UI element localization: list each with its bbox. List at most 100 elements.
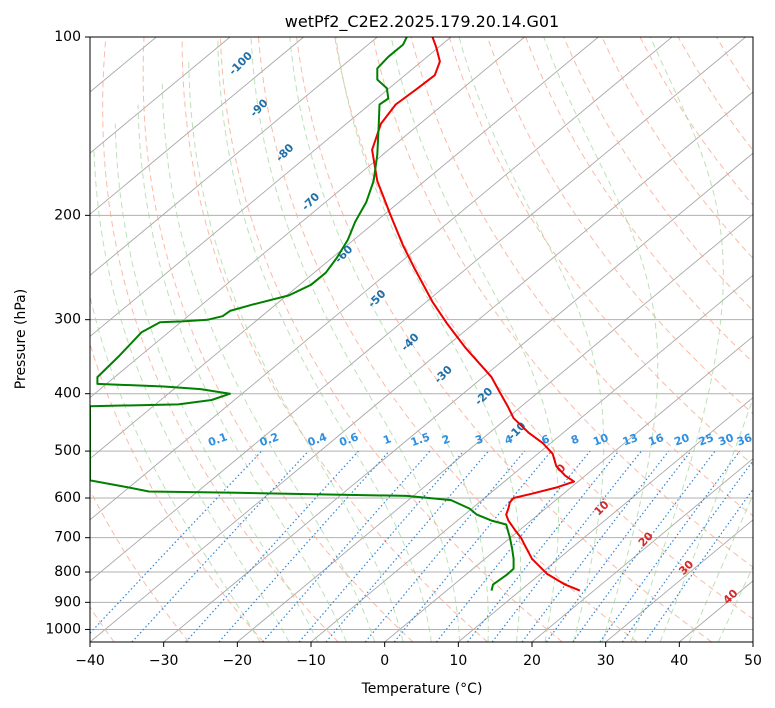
moist-adiabat-line — [250, 37, 461, 642]
y-tick-label: 100 — [54, 29, 81, 45]
dry-adiabat-line — [296, 37, 712, 642]
mixing-ratio-label: 25 — [697, 431, 716, 448]
mixing-ratio-label: 0.6 — [337, 430, 360, 449]
y-axis: 100 200 300 400 500 600 700 800 900 1000 — [45, 29, 90, 637]
moist-adiabat-line — [114, 123, 319, 642]
mixing-ratio-label: 2 — [440, 432, 452, 447]
mixing-ratio-line — [90, 450, 263, 635]
x-tick-label: 10 — [449, 653, 467, 669]
isotherm-line — [90, 37, 304, 215]
plot-frame — [89, 36, 754, 643]
dry-adiabat-line — [410, 37, 753, 517]
mixing-ratio-line — [572, 450, 716, 642]
profile-series — [90, 37, 581, 592]
x-axis: −40 −30 −20 −10 0 10 20 30 40 50 — [75, 642, 762, 669]
isotherm-line — [163, 152, 753, 642]
isotherm-line — [531, 458, 753, 642]
y-tick-label: 600 — [54, 490, 81, 506]
y-tick-label: 200 — [54, 207, 81, 223]
x-tick-label: −30 — [149, 653, 179, 669]
mixing-ratio-line — [185, 450, 359, 642]
moist-adiabat-line — [688, 493, 753, 642]
dry-adiabat-line — [219, 37, 563, 642]
mixing-ratio-line — [325, 450, 489, 642]
mixing-ratio-line — [521, 450, 670, 642]
mixing-ratio-line — [545, 450, 692, 642]
dry-adiabat-line — [142, 37, 414, 642]
dry-adiabat-line — [486, 37, 753, 415]
isotherm-line — [605, 519, 753, 642]
mixing-ratio-line — [364, 450, 526, 642]
dry-adiabat-line — [372, 37, 753, 568]
mixing-ratio-line — [644, 488, 753, 642]
moist-adiabat-line — [630, 37, 724, 642]
moist-adiabat-line — [90, 293, 261, 642]
mixing-ratio-label: 3 — [473, 432, 485, 447]
y-tick-label: 1000 — [45, 621, 81, 637]
mixing-ratio-label: 0.4 — [306, 430, 329, 449]
x-tick-label: 0 — [380, 653, 389, 669]
x-tick-label: −20 — [223, 653, 253, 669]
isotherm-line — [384, 335, 753, 642]
moist-adiabat-line — [188, 61, 404, 642]
isotherm-line — [90, 37, 378, 276]
isotherm-line — [90, 37, 231, 154]
x-axis-label: Temperature (°C) — [361, 681, 483, 697]
isotherm-line — [90, 37, 673, 521]
y-tick-label: 500 — [54, 443, 81, 459]
moist-adiabat-line — [93, 149, 290, 642]
moist-adiabat-line — [161, 83, 376, 642]
chart-title: wetPf2_C2E2.2025.179.20.14.G01 — [285, 12, 559, 32]
mixing-ratio-label: 36 — [735, 431, 754, 449]
mixing-ratio-line — [393, 450, 552, 642]
mixing-ratio-label: 10 — [591, 431, 610, 449]
y-tick-label: 800 — [54, 564, 81, 580]
mixing-ratio-label: 16 — [647, 431, 666, 449]
y-tick-label: 700 — [54, 530, 81, 546]
mixing-ratio-label: 8 — [569, 432, 581, 447]
moist-adiabat-line — [289, 37, 489, 642]
dry-adiabat-line — [448, 37, 753, 466]
mixing-ratio-line — [435, 450, 591, 642]
dry-adiabat-line — [334, 37, 753, 620]
mixing-ratio-label: 30 — [717, 431, 736, 449]
y-tick-label: 900 — [54, 594, 81, 610]
moist-adiabat-line — [217, 37, 432, 642]
mixing-ratio-line — [621, 459, 753, 642]
y-tick-label: 400 — [54, 386, 81, 402]
moist-adiabat-line — [458, 37, 605, 642]
x-tick-label: 50 — [744, 653, 762, 669]
background-lines — [90, 37, 753, 642]
mixing-ratio-label: 0.2 — [258, 430, 281, 449]
mixing-ratio-label: 13 — [621, 431, 640, 448]
x-tick-label: 40 — [670, 653, 688, 669]
moist-adiabat-line — [335, 37, 522, 642]
dry-adiabat-line — [525, 37, 753, 364]
isotherm-line — [90, 37, 452, 338]
dry-adiabat-line — [90, 489, 190, 642]
mixing-ratio-line — [131, 450, 309, 642]
mixing-ratio-label: 1 — [381, 432, 393, 447]
x-tick-label: −40 — [75, 653, 105, 669]
isotherm-line — [90, 91, 753, 642]
isotherm-line — [458, 396, 753, 642]
moist-adiabat-line — [543, 37, 659, 642]
mixing-ratio-line — [218, 450, 390, 642]
x-tick-label: 20 — [523, 653, 541, 669]
isotherm-line — [237, 213, 753, 642]
mixing-ratio-line — [599, 450, 741, 642]
x-tick-label: 30 — [597, 653, 615, 669]
dry-adiabat-line — [677, 37, 753, 152]
annotation-labels: -100-90-80-70-60-50-40-30-20-10010203040… — [206, 49, 754, 607]
dry-adiabat-line — [102, 37, 339, 642]
isotherm-line — [90, 37, 746, 582]
mixing-ratio-label: 0.1 — [206, 430, 229, 449]
y-tick-label: 300 — [54, 312, 81, 328]
isotherm-line — [90, 37, 599, 460]
mixing-ratio-label: 20 — [672, 431, 691, 449]
x-tick-label: −10 — [296, 653, 326, 669]
moist-adiabat-line — [659, 397, 753, 642]
mixing-ratio-label: 6 — [540, 432, 552, 447]
dewpoint-series-line — [90, 37, 515, 591]
